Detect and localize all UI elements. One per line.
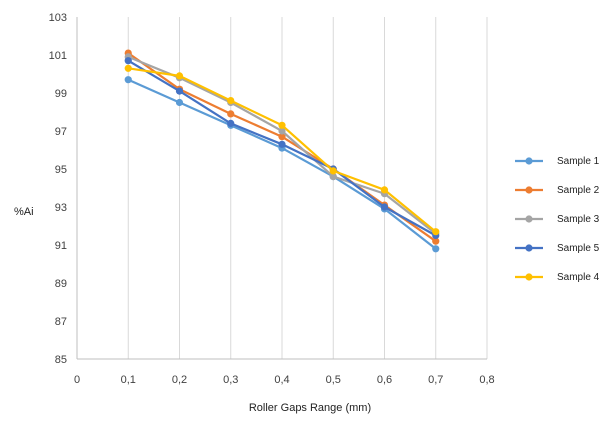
- y-tick-label: 95: [55, 164, 67, 176]
- x-tick-label: 0,6: [377, 374, 392, 386]
- data-point: [278, 127, 286, 135]
- data-point: [329, 173, 337, 181]
- legend-item: Sample 2: [515, 185, 600, 196]
- y-tick-label: 89: [55, 278, 67, 290]
- x-tick-label: 0,2: [172, 374, 187, 386]
- legend-marker: [525, 244, 533, 252]
- data-point: [124, 57, 132, 65]
- x-tick-label: 0,8: [479, 374, 494, 386]
- legend-marker: [525, 215, 533, 223]
- x-axis-title: Roller Gaps Range (mm): [249, 402, 371, 414]
- x-tick-label: 0,3: [223, 374, 238, 386]
- data-point: [278, 140, 286, 148]
- data-point: [124, 76, 132, 84]
- data-point: [432, 245, 440, 253]
- y-tick-label: 93: [55, 202, 67, 214]
- x-tick-label: 0: [74, 374, 80, 386]
- legend-label: Sample 1: [557, 156, 600, 167]
- legend-label: Sample 5: [557, 243, 600, 254]
- legend-label: Sample 2: [557, 185, 600, 196]
- y-tick-label: 99: [55, 88, 67, 100]
- data-point: [278, 121, 286, 129]
- data-point: [278, 133, 286, 141]
- y-tick-label: 101: [49, 50, 67, 62]
- legend-item: Sample 5: [515, 243, 600, 254]
- legend-marker: [525, 157, 533, 165]
- legend: Sample 1 Sample 2 Sample 3 Sample 5 Sample 4: [515, 156, 600, 283]
- data-point: [124, 64, 132, 72]
- data-point: [432, 228, 440, 236]
- gridlines: [127, 17, 488, 359]
- data-point: [227, 119, 235, 127]
- y-tick-label: 85: [55, 354, 67, 366]
- legend-label: Sample 4: [557, 272, 600, 283]
- data-point: [227, 97, 235, 105]
- y-tick-label: 97: [55, 126, 67, 138]
- legend-item: Sample 1: [515, 156, 600, 167]
- data-point: [227, 110, 235, 118]
- x-tick-label: 0,4: [274, 374, 289, 386]
- series-lines: [124, 49, 440, 253]
- data-point: [329, 167, 337, 175]
- data-point: [175, 98, 184, 107]
- legend-marker: [525, 273, 533, 281]
- y-axis-title: %Ai: [14, 206, 34, 218]
- data-point: [175, 87, 184, 95]
- data-point: [175, 72, 184, 80]
- x-tick-label: 0,1: [121, 374, 136, 386]
- legend-marker: [525, 186, 533, 194]
- legend-label: Sample 3: [557, 214, 600, 225]
- x-tick-label: 0,5: [326, 374, 341, 386]
- legend-item: Sample 4: [515, 272, 600, 283]
- y-tick-label: 91: [55, 240, 67, 252]
- legend-item: Sample 3: [515, 214, 600, 225]
- data-point: [380, 203, 389, 211]
- y-tick-label: 87: [55, 316, 67, 328]
- x-tick-label: 0,7: [428, 374, 443, 386]
- data-point: [380, 186, 389, 194]
- axes: 0 0,1 0,2 0,3 0,4 0,5 0,6 0,7 0,8 85 87 89 91 93 95 97 9…: [49, 12, 495, 386]
- data-point: [432, 237, 440, 245]
- y-tick-label: 103: [49, 12, 67, 24]
